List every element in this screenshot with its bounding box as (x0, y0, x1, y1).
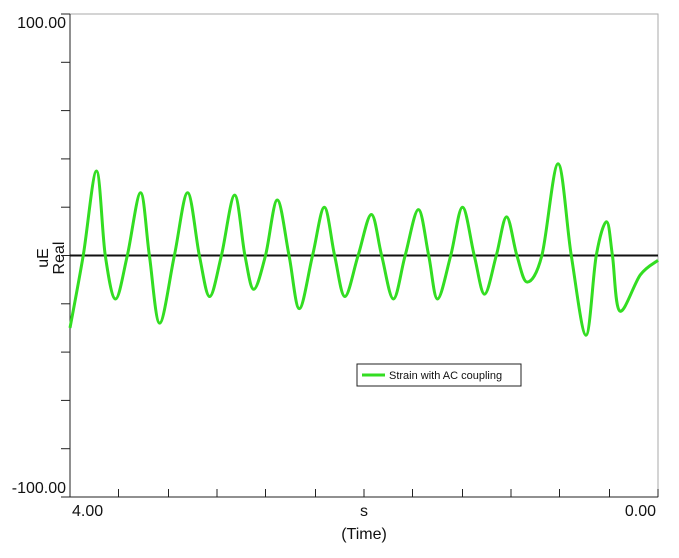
y-unit: uE (35, 248, 52, 268)
x-unit: s (360, 503, 368, 520)
series-line (68, 162, 659, 337)
x-tick-label: 0.00 (625, 503, 656, 520)
x-tick-label: 4.00 (72, 503, 103, 520)
y-label: Real (51, 242, 68, 275)
y-tick-label: -100.00 (12, 480, 66, 497)
legend-label: Strain with AC coupling (389, 370, 502, 382)
x-label: (Time) (341, 526, 387, 543)
legend (356, 363, 522, 387)
y-tick-label: 100.00 (17, 15, 66, 32)
